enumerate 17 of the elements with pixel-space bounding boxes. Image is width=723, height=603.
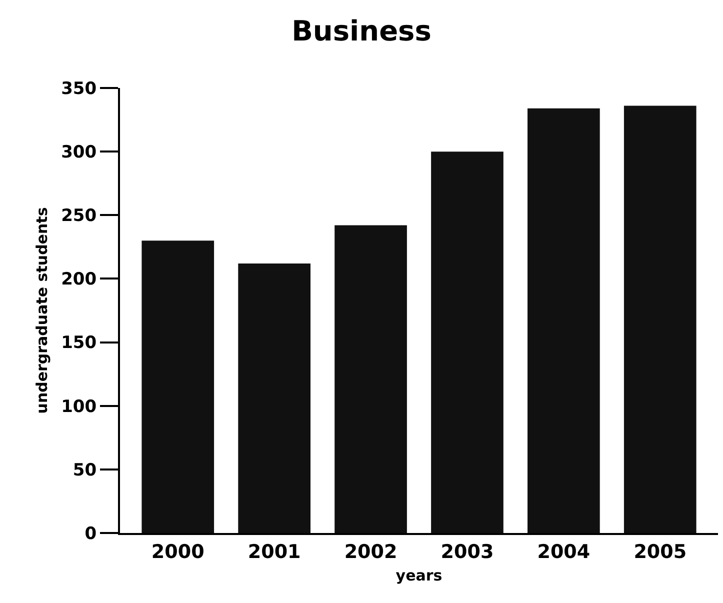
x-axis-title: years	[396, 566, 442, 584]
y-tick-label: 300	[61, 142, 97, 163]
y-tick-label: 150	[61, 333, 97, 354]
y-tick-label: 200	[61, 270, 97, 290]
chart-title: Business	[292, 14, 432, 48]
y-tick-label: 0	[84, 524, 97, 544]
x-tick-label: 2005	[634, 540, 687, 563]
x-tick-label: 2002	[344, 540, 398, 563]
x-tick-label: 2001	[248, 540, 301, 563]
y-tick-label: 250	[61, 206, 97, 226]
y-axis-title: undergraduate students	[32, 207, 51, 414]
y-tick-label: 100	[61, 396, 97, 417]
y-tick-label: 50	[72, 460, 97, 480]
y-tick-label: 350	[61, 78, 97, 99]
x-tick-label: 2000	[151, 540, 204, 563]
x-tick-label: 2004	[537, 540, 590, 563]
x-tick-label: 2003	[440, 540, 494, 563]
